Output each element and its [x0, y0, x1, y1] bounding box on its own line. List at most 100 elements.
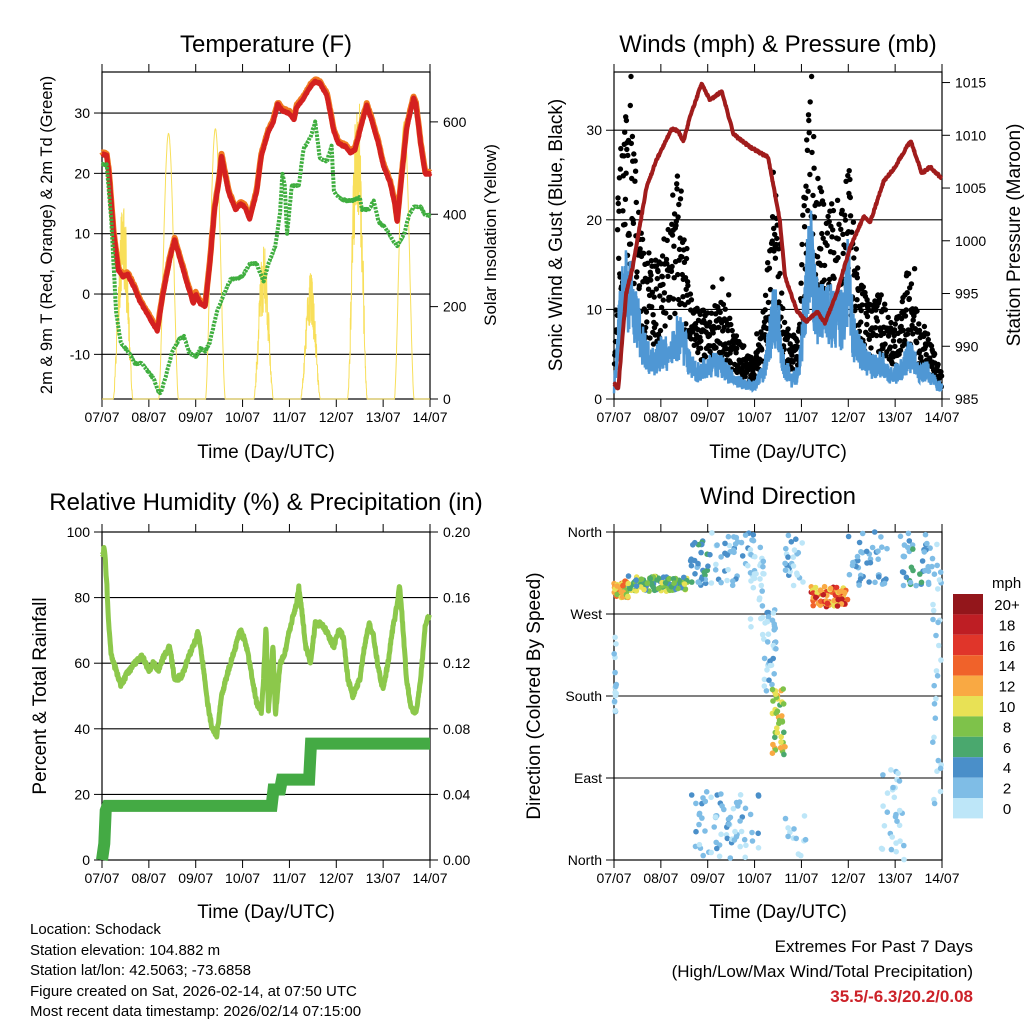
- gust-point: [928, 343, 935, 349]
- y-tick-label: South: [565, 688, 602, 704]
- gust-point: [892, 343, 898, 350]
- wind-direction-point: [698, 549, 704, 556]
- gust-point: [908, 327, 914, 333]
- gust-point: [874, 318, 880, 324]
- wind-direction-point: [938, 657, 944, 663]
- wind-direction-point: [791, 826, 797, 832]
- wind-direction-point: [729, 582, 736, 589]
- x-tick-label: 10/07: [737, 870, 772, 886]
- wind-direction-point: [884, 545, 890, 552]
- gust-point: [680, 294, 686, 300]
- gust-point: [628, 140, 634, 147]
- gust-point: [632, 168, 639, 174]
- gust-point: [769, 238, 775, 244]
- gust-point: [905, 271, 912, 277]
- wind-direction-point: [935, 619, 941, 626]
- y-tick-label: 0: [82, 852, 90, 868]
- gust-point: [669, 232, 676, 238]
- wind-direction-point: [875, 556, 881, 562]
- gust-point: [653, 321, 659, 328]
- gust-point: [860, 284, 866, 290]
- latlon-text: Station lat/lon: 42.5063; -73.6858: [30, 962, 252, 979]
- gust-point: [663, 310, 669, 316]
- y-tick-label: 30: [586, 122, 602, 138]
- gust-point: [702, 353, 709, 360]
- x-tick-label: 12/07: [831, 409, 866, 425]
- wind-direction-point: [612, 669, 618, 676]
- gust-point: [643, 309, 650, 315]
- wind-direction-point: [735, 803, 741, 809]
- wind-direction-point: [901, 856, 907, 863]
- wind-direction-point: [655, 585, 662, 592]
- wind-direction-point: [742, 854, 748, 861]
- gust-point: [639, 236, 646, 243]
- wind-direction-point: [732, 541, 739, 547]
- y-tick-label: 10: [74, 226, 90, 242]
- gust-point: [667, 314, 673, 321]
- gust-point: [678, 188, 684, 194]
- wind-direction-point: [654, 577, 660, 583]
- gust-point: [698, 338, 704, 344]
- wind-direction-point: [739, 553, 746, 559]
- wind-direction-point: [647, 575, 654, 582]
- gust-point: [727, 315, 733, 321]
- wind-direction-point: [859, 549, 866, 556]
- gust-point: [616, 255, 622, 261]
- wind-direction-point: [820, 591, 827, 598]
- speed-legend: 20+ 18 16 14 12 10 8 6 4 2 0: [953, 594, 1020, 819]
- wind-direction-point: [931, 571, 938, 577]
- gust-point: [665, 273, 671, 279]
- wind-direction-point: [909, 542, 916, 548]
- gust-point: [931, 351, 938, 357]
- temperature-ylabel: 2m & 9m T (Red, Orange) & 2m Td (Green): [38, 76, 56, 394]
- wind-direction-point: [721, 806, 727, 813]
- location-text: Location: Schodack: [30, 921, 161, 938]
- gust-point: [807, 99, 813, 105]
- wind-direction-point: [799, 540, 805, 546]
- gust-point: [771, 225, 777, 232]
- wind-direction-points: [611, 529, 944, 863]
- gust-point: [803, 183, 809, 189]
- wind-direction-point: [895, 770, 901, 777]
- wind-direction-point: [841, 589, 848, 596]
- wind-direction-point: [778, 734, 784, 740]
- extremes-values: 35.5/-6.3/20.2/0.08: [830, 987, 973, 1006]
- gust-point: [660, 297, 666, 303]
- legend-label: 16: [999, 638, 1016, 655]
- gust-point: [676, 246, 683, 253]
- gust-point: [804, 147, 811, 153]
- legend-label: 2: [1003, 781, 1011, 798]
- gust-point: [780, 305, 786, 312]
- x-tick-label: 14/07: [924, 409, 959, 425]
- wind-direction-point: [618, 589, 624, 595]
- wind-direction-point: [713, 561, 719, 568]
- wind-direction-point: [703, 789, 710, 795]
- wind-direction-point: [761, 655, 768, 662]
- wind-direction-point: [810, 602, 816, 609]
- wind-direction-point: [732, 828, 738, 835]
- wind-direction-point: [866, 579, 872, 585]
- wind-direction-point: [888, 767, 894, 773]
- gust-point: [675, 271, 681, 278]
- y-right-tick-label: 400: [443, 206, 467, 222]
- wind-direction-point: [755, 830, 761, 837]
- x-tick-label: 14/07: [412, 409, 447, 425]
- wind-direction-point: [925, 579, 932, 586]
- wind-direction-point: [782, 744, 788, 750]
- wind-direction-point: [737, 792, 744, 798]
- gust-point: [898, 315, 905, 322]
- wind-direction-xlabel: Time (Day/UTC): [709, 902, 847, 923]
- wind-direction-point: [666, 575, 673, 582]
- wind-direction-point: [834, 603, 841, 609]
- wind-direction-point: [767, 658, 773, 664]
- legend-label: 4: [1003, 760, 1011, 777]
- gust-point: [814, 254, 821, 260]
- wind-direction-point: [774, 729, 781, 736]
- wind-direction-point: [896, 807, 903, 814]
- relative-humidity-line: [99, 545, 432, 740]
- wind-direction-point: [782, 560, 788, 567]
- wind-direction-point: [857, 576, 864, 582]
- gust-point: [858, 319, 864, 325]
- gust-point: [815, 175, 821, 182]
- y-right-tick-label: 1000: [955, 233, 986, 249]
